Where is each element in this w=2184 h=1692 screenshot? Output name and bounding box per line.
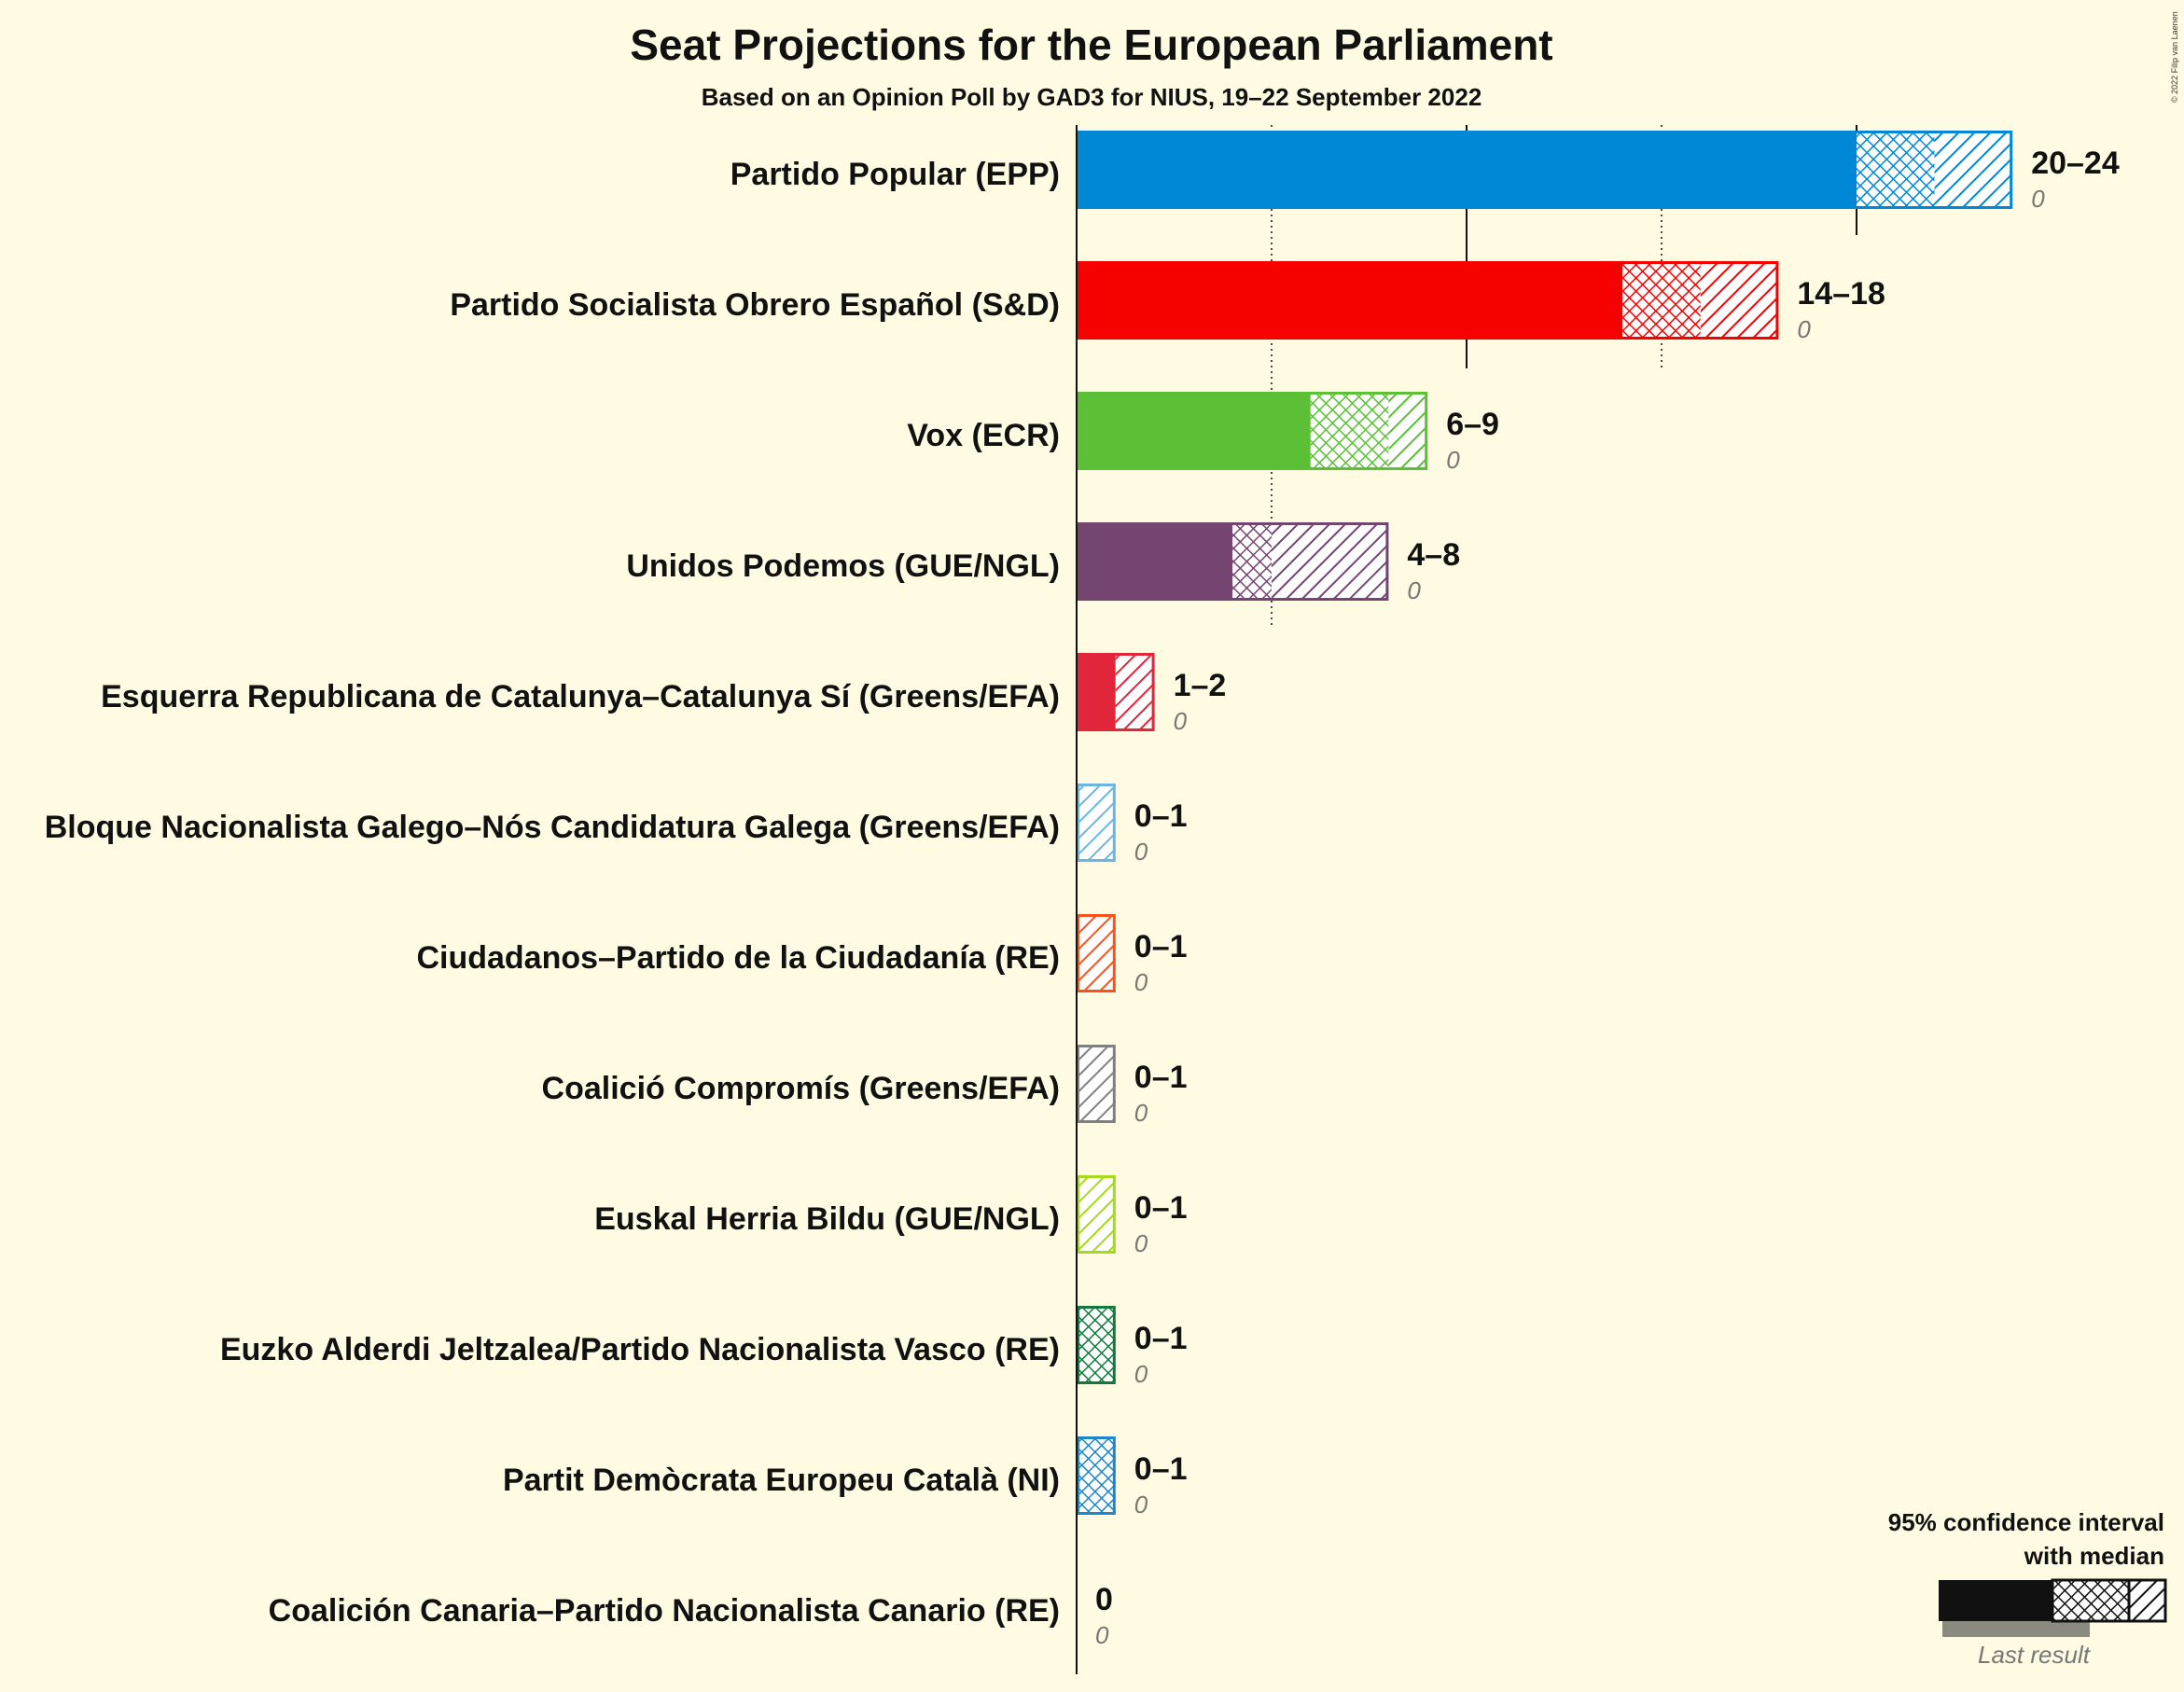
- range-label: 0–1: [1134, 1190, 1188, 1226]
- bar-hatch: [1115, 654, 1155, 730]
- bar-hatch: [1388, 393, 1428, 469]
- copyright-notice: © 2022 Filip van Laenen: [2170, 11, 2179, 103]
- bar-solid: [1077, 653, 1116, 731]
- party-label: Euskal Herria Bildu (GUE/NGL): [594, 1201, 1060, 1237]
- party-row: Esquerra Republicana de Catalunya–Catalu…: [101, 653, 1226, 735]
- range-label: 0: [1095, 1582, 1113, 1617]
- bar-solid: [1077, 522, 1233, 601]
- bar-outline: [1077, 131, 2013, 209]
- last-result-label: 0: [1095, 1621, 1109, 1649]
- bar-hatch: [1077, 784, 1116, 861]
- party-label: Euzko Alderdi Jeltzalea/Partido Nacional…: [220, 1332, 1060, 1367]
- last-result-label: 0: [1446, 446, 1460, 474]
- last-result-label: 0: [1134, 968, 1148, 996]
- legend-median-label: with median: [2024, 1542, 2164, 1570]
- party-label: Vox (ECR): [907, 418, 1060, 453]
- legend-ci-label: 95% confidence interval: [1888, 1508, 2164, 1536]
- bar-crosshatch: [1310, 393, 1389, 469]
- range-label: 4–8: [1407, 537, 1460, 573]
- bar-crosshatch: [1232, 523, 1272, 600]
- party-label: Partit Demòcrata Europeu Català (NI): [503, 1463, 1060, 1498]
- last-result-label: 0: [1797, 315, 1811, 343]
- bar-outline: [1077, 653, 1155, 731]
- party-label: Esquerra Republicana de Catalunya–Catalu…: [101, 679, 1060, 714]
- range-label: 0–1: [1134, 1060, 1188, 1095]
- legend: 95% confidence interval with median Last…: [1888, 1508, 2167, 1669]
- range-label: 0–1: [1134, 1451, 1188, 1487]
- last-result-label: 0: [1134, 1360, 1148, 1388]
- legend-crosshatch-range: [2051, 1578, 2131, 1623]
- bar-solid: [1077, 131, 1857, 209]
- bar-crosshatch: [1077, 1307, 1116, 1383]
- range-label: 20–24: [2031, 146, 2120, 181]
- bar-hatch: [1077, 915, 1116, 992]
- bar-crosshatch: [1622, 262, 1701, 339]
- bar-hatch: [1077, 1046, 1116, 1122]
- party-label: Bloque Nacionalista Galego–Nós Candidatu…: [45, 810, 1060, 845]
- last-result-label: 0: [1134, 838, 1148, 866]
- bar-outline: [1077, 261, 1779, 340]
- range-label: 0–1: [1134, 1321, 1188, 1356]
- bar-outline: [1077, 1306, 1116, 1384]
- legend-last-result-bar: [1942, 1620, 2090, 1637]
- bar-hatch: [1934, 132, 2013, 208]
- last-result-label: 0: [1134, 1099, 1148, 1127]
- bar-crosshatch: [1077, 1437, 1116, 1514]
- bar-outline: [1077, 1436, 1116, 1515]
- party-row: Unidos Podemos (GUE/NGL) 4–8 0: [626, 522, 1460, 604]
- legend-hatch-range: [2127, 1578, 2167, 1623]
- legend-last-result-label: Last result: [1978, 1641, 2092, 1669]
- range-label: 6–9: [1446, 407, 1499, 442]
- party-label: Unidos Podemos (GUE/NGL): [626, 548, 1060, 584]
- bar-hatch: [1700, 262, 1779, 339]
- chart-subtitle: Based on an Opinion Poll by GAD3 for NIU…: [702, 83, 1482, 111]
- bar-outline: [1077, 392, 1428, 470]
- party-row: Euzko Alderdi Jeltzalea/Partido Nacional…: [220, 1306, 1188, 1388]
- bar-crosshatch: [1857, 132, 1935, 208]
- bar-hatch: [1077, 1176, 1116, 1253]
- party-row: Coalición Canaria–Partido Nacionalista C…: [269, 1582, 1113, 1649]
- range-label: 0–1: [1134, 798, 1188, 834]
- last-result-label: 0: [1134, 1229, 1148, 1257]
- bar-hatch: [1272, 523, 1389, 600]
- last-result-label: 0: [1407, 576, 1421, 604]
- bar-outline: [1077, 1045, 1116, 1123]
- party-label: Coalició Compromís (Greens/EFA): [542, 1071, 1060, 1106]
- party-row: Bloque Nacionalista Galego–Nós Candidatu…: [45, 784, 1188, 866]
- bar-outline: [1077, 1175, 1116, 1254]
- last-result-label: 0: [2031, 185, 2045, 213]
- party-row: Partit Demòcrata Europeu Català (NI) 0–1 0: [503, 1436, 1188, 1519]
- bar-outline: [1077, 784, 1116, 862]
- party-label: Coalición Canaria–Partido Nacionalista C…: [269, 1593, 1060, 1629]
- bar-outline: [1077, 914, 1116, 992]
- bar-solid: [1077, 392, 1311, 470]
- party-row: Ciudadanos–Partido de la Ciudadanía (RE)…: [416, 914, 1188, 996]
- legend-solid-range: [1939, 1580, 2052, 1621]
- party-row: Partido Popular (EPP) 20–24 0: [730, 131, 2120, 213]
- range-label: 1–2: [1174, 668, 1227, 703]
- party-label: Ciudadanos–Partido de la Ciudadanía (RE): [416, 940, 1060, 976]
- last-result-label: 0: [1174, 707, 1188, 735]
- party-row: Euskal Herria Bildu (GUE/NGL) 0–1 0: [594, 1175, 1188, 1257]
- party-label: Partido Socialista Obrero Español (S&D): [450, 287, 1060, 323]
- party-row: Vox (ECR) 6–9 0: [907, 392, 1499, 474]
- range-label: 0–1: [1134, 929, 1188, 964]
- bar-outline: [1077, 522, 1389, 601]
- range-label: 14–18: [1797, 276, 1885, 312]
- bar-solid: [1077, 261, 1623, 340]
- chart-title: Seat Projections for the European Parlia…: [630, 21, 1552, 69]
- last-result-label: 0: [1134, 1491, 1148, 1519]
- party-label: Partido Popular (EPP): [730, 157, 1060, 192]
- party-row: Partido Socialista Obrero Español (S&D) 1…: [450, 261, 1885, 343]
- party-row: Coalició Compromís (Greens/EFA) 0–1 0: [542, 1045, 1188, 1127]
